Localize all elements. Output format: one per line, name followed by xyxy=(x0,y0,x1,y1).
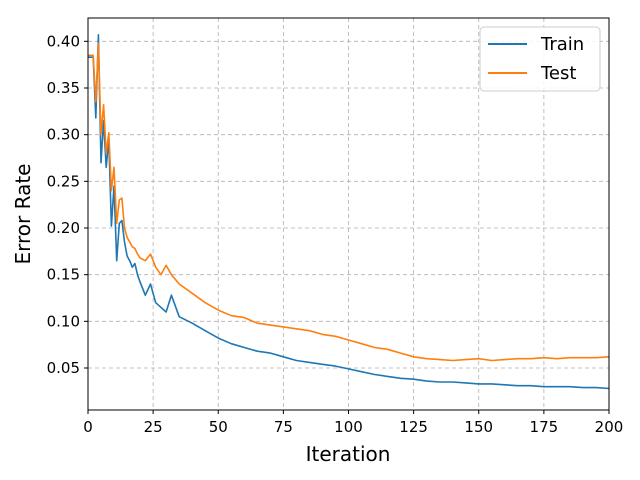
x-tick-label: 100 xyxy=(334,418,363,436)
x-tick-label: 200 xyxy=(595,418,624,436)
x-axis-title: Iteration xyxy=(306,442,391,466)
y-tick-label: 0.05 xyxy=(47,359,80,377)
series-line-test xyxy=(88,42,610,362)
x-tick-label: 75 xyxy=(274,418,293,436)
legend-label-test: Test xyxy=(540,63,576,84)
y-tick-label: 0.40 xyxy=(47,32,80,50)
y-tick-label: 0.15 xyxy=(47,266,80,284)
x-tick-label: 175 xyxy=(530,418,559,436)
legend: Train Test xyxy=(479,26,601,92)
series-line-train xyxy=(88,33,610,390)
x-tick-label: 150 xyxy=(464,418,493,436)
y-tick-label: 0.35 xyxy=(47,79,80,97)
y-axis-title: Error Rate xyxy=(11,164,35,265)
x-tick-label: 125 xyxy=(399,418,428,436)
y-tick-label: 0.25 xyxy=(47,172,80,190)
y-axis-ticks: 0.05 0.10 0.15 0.20 0.25 0.30 0.35 0.40 xyxy=(47,32,88,377)
y-tick-label: 0.30 xyxy=(47,126,80,144)
y-tick-label: 0.10 xyxy=(47,312,80,330)
y-tick-label: 0.20 xyxy=(47,219,80,237)
x-tick-label: 0 xyxy=(83,418,93,436)
x-tick-label: 25 xyxy=(144,418,163,436)
series-lines xyxy=(88,33,610,390)
grid xyxy=(87,18,610,410)
x-axis-ticks: 0 25 50 75 100 125 150 175 200 xyxy=(83,410,623,436)
x-tick-label: 50 xyxy=(209,418,228,436)
legend-label-train: Train xyxy=(540,34,584,55)
